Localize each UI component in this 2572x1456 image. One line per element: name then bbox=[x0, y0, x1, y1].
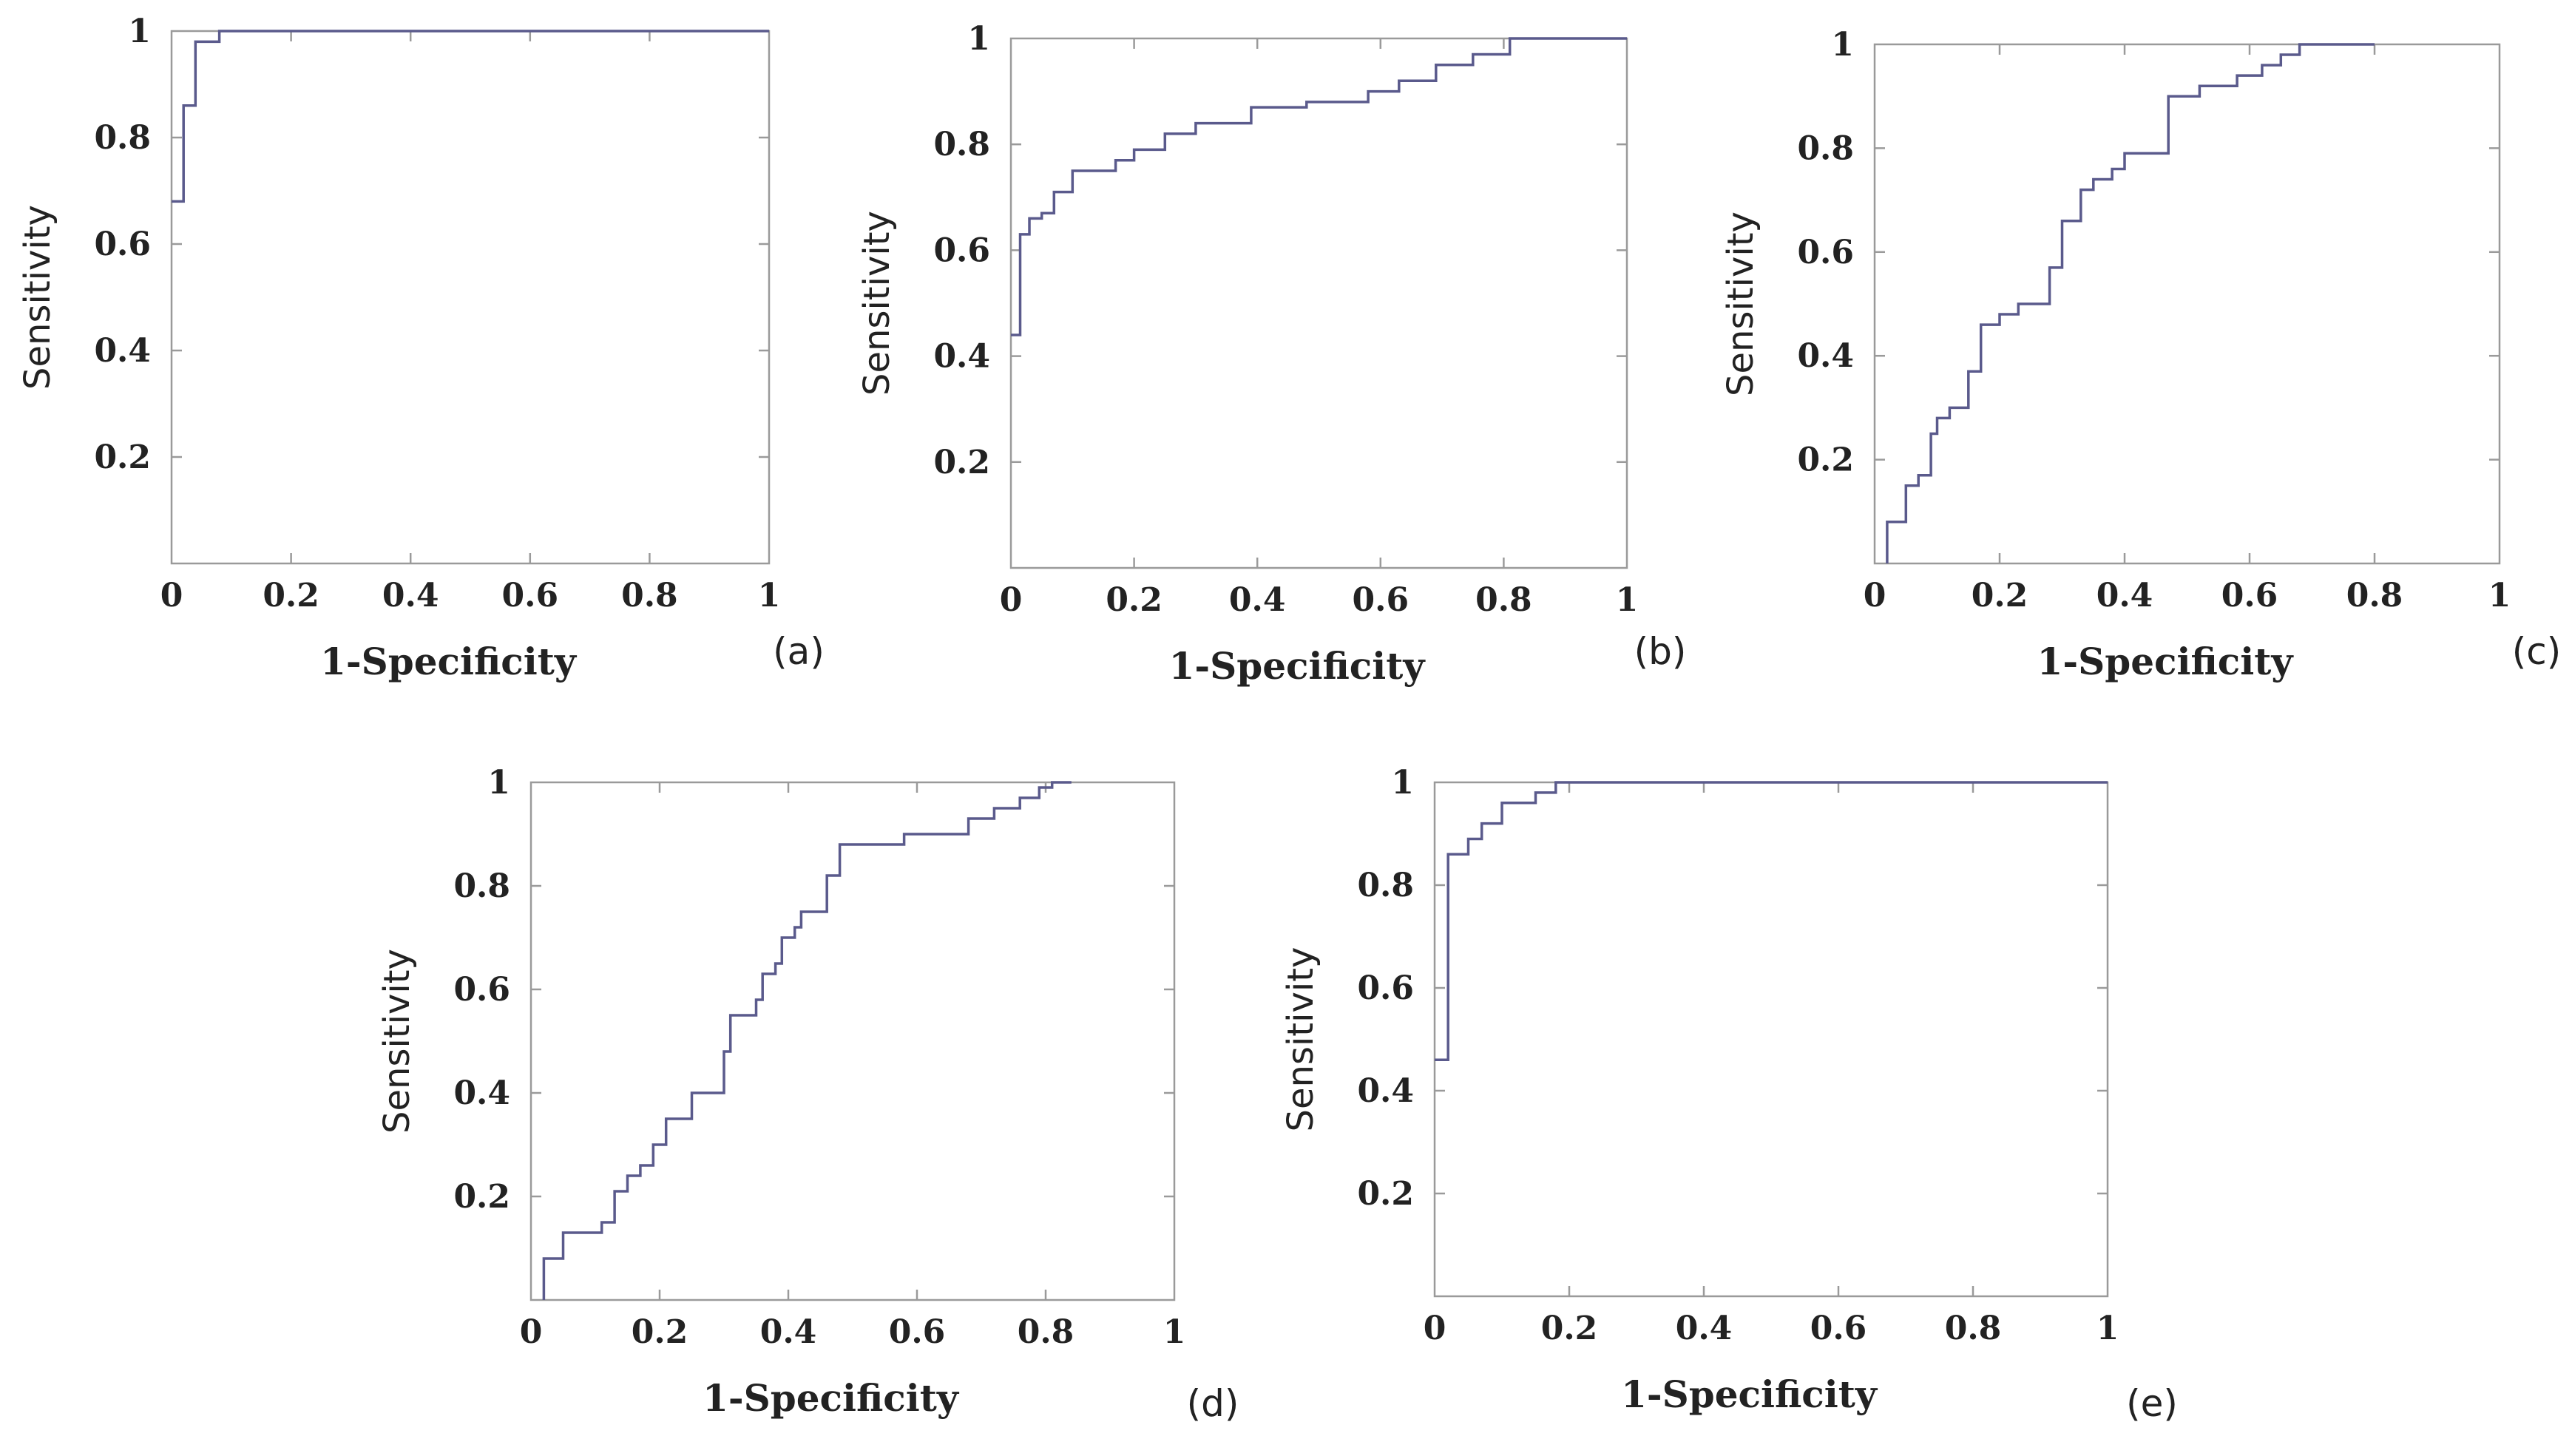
y-tick-label: 1 bbox=[128, 13, 151, 50]
panel-label: (b) bbox=[1634, 630, 1687, 673]
plot-frame bbox=[170, 30, 771, 565]
y-tick-label: 0.2 bbox=[94, 439, 151, 476]
x-tick-label: 0.2 bbox=[632, 1313, 688, 1351]
roc-panel-b: 0 0.2 0.4 0.6 0.8 1 0.2 0.4 0.6 0.8 1 1-Specificity… bbox=[856, 20, 1686, 688]
y-tick-label: 0.6 bbox=[933, 231, 990, 269]
x-tick-label: 1 bbox=[1163, 1313, 1186, 1351]
x-tick-label: 1 bbox=[1616, 581, 1639, 619]
y-tick-label: 0.6 bbox=[1797, 234, 1854, 271]
roc-curve bbox=[1011, 37, 1627, 336]
roc-panel-a: 0 0.2 0.4 0.6 0.8 1 0.2 0.4 0.6 0.8 1 1-Specificity… bbox=[17, 13, 825, 683]
roc-curve bbox=[172, 30, 769, 203]
y-tick-label: 0.8 bbox=[453, 867, 510, 905]
y-tick-label: 0.6 bbox=[94, 226, 151, 263]
x-tick-label: 0.8 bbox=[2346, 577, 2403, 614]
x-axis-label: 1-Specificity bbox=[1169, 644, 1427, 688]
x-tick-label: 0 bbox=[1000, 581, 1023, 619]
x-tick-label: 1 bbox=[758, 577, 781, 614]
x-tick-label: 0 bbox=[160, 577, 183, 614]
x-tick-label: 0.8 bbox=[621, 577, 678, 614]
y-axis-label: Sensitivity bbox=[1280, 947, 1321, 1132]
plot-frame bbox=[529, 781, 1176, 1301]
x-tick-label: 0.2 bbox=[1106, 581, 1163, 619]
roc-curve bbox=[542, 781, 1072, 1300]
x-tick-label: 0.4 bbox=[2096, 577, 2153, 614]
y-axis-label: Sensitivity bbox=[1720, 211, 1762, 396]
plot-frame bbox=[1433, 781, 2109, 1298]
y-axis-label: Sensitivity bbox=[376, 949, 418, 1134]
y-tick-label: 0.6 bbox=[1357, 969, 1414, 1007]
y-tick-label: 0.8 bbox=[1357, 867, 1414, 904]
y-tick-label: 0.2 bbox=[1797, 441, 1854, 479]
panel-label: (a) bbox=[773, 630, 825, 673]
x-tick-label: 0.2 bbox=[1972, 577, 2028, 614]
x-tick-label: 0.8 bbox=[1475, 581, 1532, 619]
y-tick-label: 0.4 bbox=[933, 338, 990, 376]
y-tick-label: 0.4 bbox=[1797, 337, 1854, 375]
y-tick-label: 0.6 bbox=[453, 971, 510, 1009]
y-tick-label: 0.2 bbox=[1357, 1175, 1414, 1213]
x-tick-label: 0.4 bbox=[760, 1313, 817, 1351]
roc-curve bbox=[1435, 781, 2108, 1062]
y-axis-label: Sensitivity bbox=[856, 211, 898, 396]
x-tick-label: 0.6 bbox=[2221, 577, 2278, 614]
y-tick-label: 0.8 bbox=[1797, 129, 1854, 167]
y-tick-label: 0.2 bbox=[933, 444, 990, 481]
x-axis-label: 1-Specificity bbox=[1621, 1372, 1878, 1416]
x-axis-label: 1-Specificity bbox=[320, 640, 578, 683]
x-tick-label: 0.2 bbox=[1541, 1310, 1598, 1347]
x-tick-label: 0.8 bbox=[1018, 1313, 1075, 1351]
roc-panel-e: 0 0.2 0.4 0.6 0.8 1 0.2 0.4 0.6 0.8 1 1-Specificity… bbox=[1280, 764, 2178, 1425]
y-tick-label: 0.4 bbox=[453, 1074, 510, 1112]
y-tick-label: 1 bbox=[967, 20, 990, 58]
x-tick-label: 0.6 bbox=[1810, 1310, 1867, 1347]
y-tick-label: 0.8 bbox=[94, 119, 151, 157]
roc-panel-d: 0 0.2 0.4 0.6 0.8 1 0.2 0.4 0.6 0.8 1 1-Specificity… bbox=[376, 764, 1239, 1425]
x-tick-label: 0 bbox=[1424, 1310, 1446, 1347]
x-tick-label: 0.4 bbox=[1676, 1310, 1733, 1347]
x-axis-label: 1-Specificity bbox=[2037, 640, 2295, 683]
y-tick-label: 1 bbox=[1391, 764, 1414, 802]
x-axis-label: 1-Specificity bbox=[703, 1376, 960, 1420]
x-tick-label: 0 bbox=[1864, 577, 1886, 614]
roc-curve bbox=[1886, 43, 2375, 563]
panel-label: (d) bbox=[1187, 1382, 1239, 1425]
x-tick-label: 0.6 bbox=[1353, 581, 1409, 619]
x-tick-label: 0.4 bbox=[1229, 581, 1286, 619]
panel-label: (c) bbox=[2512, 630, 2562, 673]
plot-frame bbox=[1873, 43, 2501, 565]
y-tick-label: 1 bbox=[487, 764, 510, 802]
x-tick-label: 0.8 bbox=[1945, 1310, 2002, 1347]
y-tick-label: 0.2 bbox=[453, 1178, 510, 1216]
x-tick-label: 0.6 bbox=[502, 577, 559, 614]
y-tick-label: 0.8 bbox=[933, 126, 990, 163]
x-tick-label: 1 bbox=[2096, 1310, 2119, 1347]
x-tick-label: 0.6 bbox=[889, 1313, 946, 1351]
y-tick-label: 0.4 bbox=[94, 332, 151, 370]
y-tick-label: 0.4 bbox=[1357, 1072, 1414, 1110]
y-tick-label: 1 bbox=[1831, 26, 1854, 64]
panel-label: (e) bbox=[2126, 1382, 2178, 1425]
plot-frame bbox=[1009, 37, 1628, 569]
y-axis-label: Sensitivity bbox=[17, 205, 58, 390]
x-tick-label: 0 bbox=[520, 1313, 543, 1351]
x-tick-label: 0.2 bbox=[263, 577, 319, 614]
roc-panel-c: 0 0.2 0.4 0.6 0.8 1 0.2 0.4 0.6 0.8 1 1-Specificity… bbox=[1720, 26, 2561, 683]
x-tick-label: 1 bbox=[2488, 577, 2511, 614]
x-tick-label: 0.4 bbox=[382, 577, 439, 614]
